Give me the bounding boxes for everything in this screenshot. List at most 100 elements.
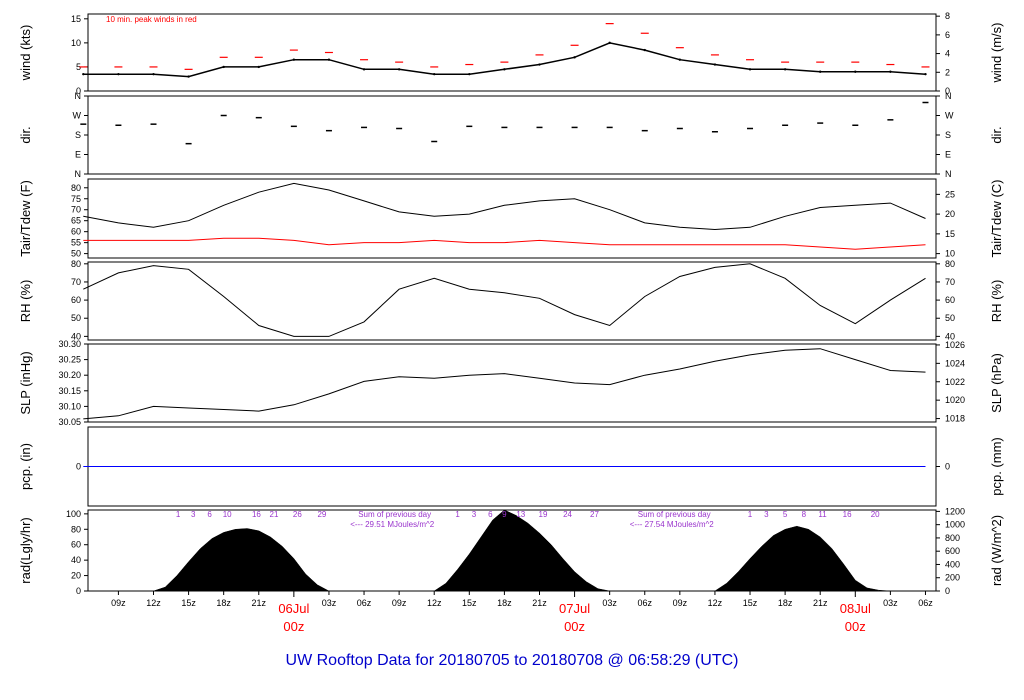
x-tick-label: 15z [181, 598, 196, 608]
y-tick-label: 30.15 [58, 386, 81, 396]
panel-frame [87, 95, 937, 175]
y-tick-label-right: 80 [945, 259, 955, 269]
y-tick-label-right: 1000 [945, 520, 965, 530]
y-axis-label-left: rad(Lgly/hr) [18, 517, 33, 583]
wind-point [608, 41, 611, 45]
y-axis-label-right: SLP (hPa) [989, 353, 1004, 413]
solar-hour-marker: 10 [223, 510, 232, 519]
daily-sum-value: <--- 29.51 MJoules/m^2 [350, 520, 435, 529]
y-tick-label: 5 [76, 62, 81, 72]
y-axis-label-left: Tair/Tdew (F) [18, 180, 33, 257]
y-tick-label: 70 [71, 205, 81, 215]
wind-series-line [83, 42, 926, 78]
day-zulu-label: 00z [845, 619, 866, 634]
wind-point [924, 72, 927, 76]
solar-hour-marker: 8 [802, 510, 807, 519]
y-tick-label: 40 [71, 331, 81, 341]
x-tick-label: 12z [708, 598, 723, 608]
y-tick-label: 30.05 [58, 417, 81, 427]
solar-hour-marker: 6 [207, 510, 212, 519]
y-tick-label-right: 1018 [945, 414, 965, 424]
y-tick-label: 100 [66, 509, 81, 519]
y-axis-label-right: rad (W/m^2) [989, 515, 1004, 586]
dewpoint-line [83, 237, 926, 250]
x-tick-label: 21z [532, 598, 547, 608]
y-tick-label-right: 4 [945, 49, 950, 59]
wind-point [468, 72, 471, 76]
panel-frame [87, 261, 937, 341]
y-tick-label-right: 25 [945, 189, 955, 199]
solar-radiation-area [714, 525, 891, 592]
solar-hour-marker: 3 [191, 510, 196, 519]
wind-point [713, 63, 717, 66]
figure-title: UW Rooftop Data for 20180705 to 20180708… [286, 652, 739, 669]
y-tick-label: 80 [71, 183, 81, 193]
x-tick-label: 18z [778, 598, 793, 608]
y-tick-label-right: E [945, 150, 951, 160]
y-tick-label-right: 2 [945, 67, 950, 77]
solar-hour-marker: 29 [317, 510, 326, 519]
solar-hour-marker: 19 [539, 510, 548, 519]
wind-point [257, 65, 260, 69]
y-tick-label: E [75, 150, 81, 160]
wind-point [573, 56, 576, 59]
y-tick-label-right: 0 [945, 86, 950, 96]
panel-frame [87, 178, 937, 259]
y-tick-label-right: 1022 [945, 377, 965, 387]
wind-point [889, 70, 892, 73]
y-axis-label-right: Tair/Tdew (C) [989, 179, 1004, 257]
x-tick-label: 15z [462, 598, 477, 608]
x-tick-label: 12z [146, 598, 161, 608]
solar-hour-marker: 3 [764, 510, 769, 519]
air-temperature-line [83, 182, 926, 231]
y-tick-label-right: 0 [945, 586, 950, 596]
wind-point [397, 68, 401, 71]
wind-point [643, 48, 646, 52]
y-axis-label-left: SLP (inHg) [18, 351, 33, 414]
y-tick-label: 55 [71, 238, 81, 248]
x-tick-label: 06z [637, 598, 652, 608]
solar-hour-marker: 21 [270, 510, 279, 519]
y-tick-label-right: 800 [945, 533, 960, 543]
y-tick-label-right: 200 [945, 573, 960, 583]
y-tick-label: W [73, 111, 82, 121]
y-tick-label-right: 1200 [945, 506, 965, 516]
y-tick-label: 10 [71, 38, 81, 48]
y-axis-label-left: RH (%) [18, 280, 33, 323]
daily-sum-label: Sum of previous day [638, 510, 711, 519]
y-axis-label-left: wind (kts) [18, 25, 33, 82]
solar-hour-marker: 6 [488, 510, 493, 519]
panel-precip: pcp. (in) pcp. (mm) 0 0 [18, 426, 1004, 507]
solar-hour-marker: 16 [252, 510, 261, 519]
wind-point [117, 72, 120, 76]
wind-point [503, 68, 506, 71]
x-tick-label: 09z [111, 598, 126, 608]
y-tick-label: 30.20 [58, 370, 81, 380]
solar-hour-marker: 13 [516, 510, 525, 519]
y-tick-label-right: 8 [945, 11, 950, 21]
solar-hour-marker: 5 [783, 510, 788, 519]
solar-hour-marker: 1 [748, 510, 753, 519]
panel-frame [87, 343, 937, 423]
y-tick-label: 0 [76, 86, 81, 96]
day-date-label: 07Jul [559, 601, 590, 616]
day-zulu-label: 00z [283, 619, 304, 634]
panel-rh: RH (%) RH (%) 40 50 60 70 80 40 50 60 70 80 [18, 259, 1004, 342]
x-tick-label: 09z [673, 598, 688, 608]
y-tick-label: N [75, 169, 82, 179]
y-tick-label: 80 [71, 524, 81, 534]
panel-temperature: Tair/Tdew (F) Tair/Tdew (C) 50556065707580… [18, 178, 1004, 259]
solar-hour-marker: 26 [293, 510, 302, 519]
y-tick-label-right: S [945, 130, 951, 140]
y-axis-label-right: wind (m/s) [989, 23, 1004, 84]
solar-hour-marker: 27 [590, 510, 599, 519]
x-tick-label: 03z [883, 598, 898, 608]
wind-point [222, 65, 225, 69]
panel-frame [87, 13, 937, 92]
solar-radiation-area [153, 528, 330, 592]
solar-radiation-area [433, 509, 610, 592]
y-tick-label: 60 [71, 295, 81, 305]
x-tick-label: 18z [497, 598, 512, 608]
y-tick-label-right: 600 [945, 546, 960, 556]
y-tick-label-right: N [945, 91, 952, 101]
